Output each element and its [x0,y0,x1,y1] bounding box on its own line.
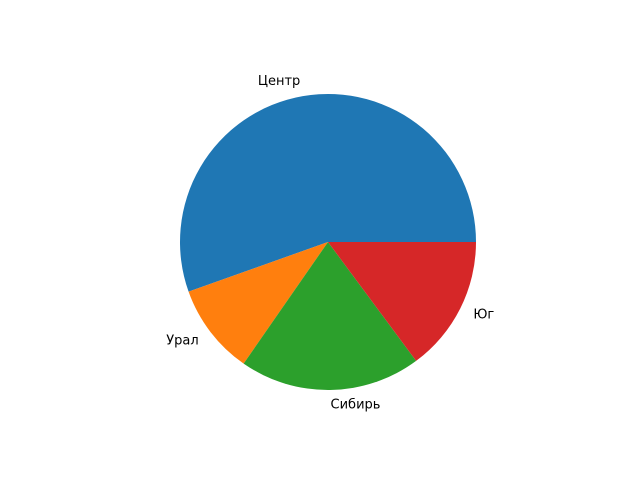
pie-label-3: Юг [473,308,494,323]
pie-slice-0 [180,94,477,292]
pie-slice-3 [328,242,476,361]
pie-label-1: Урал [166,333,198,348]
pie-slice-1 [188,242,328,364]
pie-label-0: Центр [258,74,300,89]
pie-slice-2 [243,242,417,391]
pie-label-2: Сибирь [331,397,381,412]
pie-labels: Центр Урал Сибирь Юг [166,74,494,412]
pie-slices [180,94,477,391]
